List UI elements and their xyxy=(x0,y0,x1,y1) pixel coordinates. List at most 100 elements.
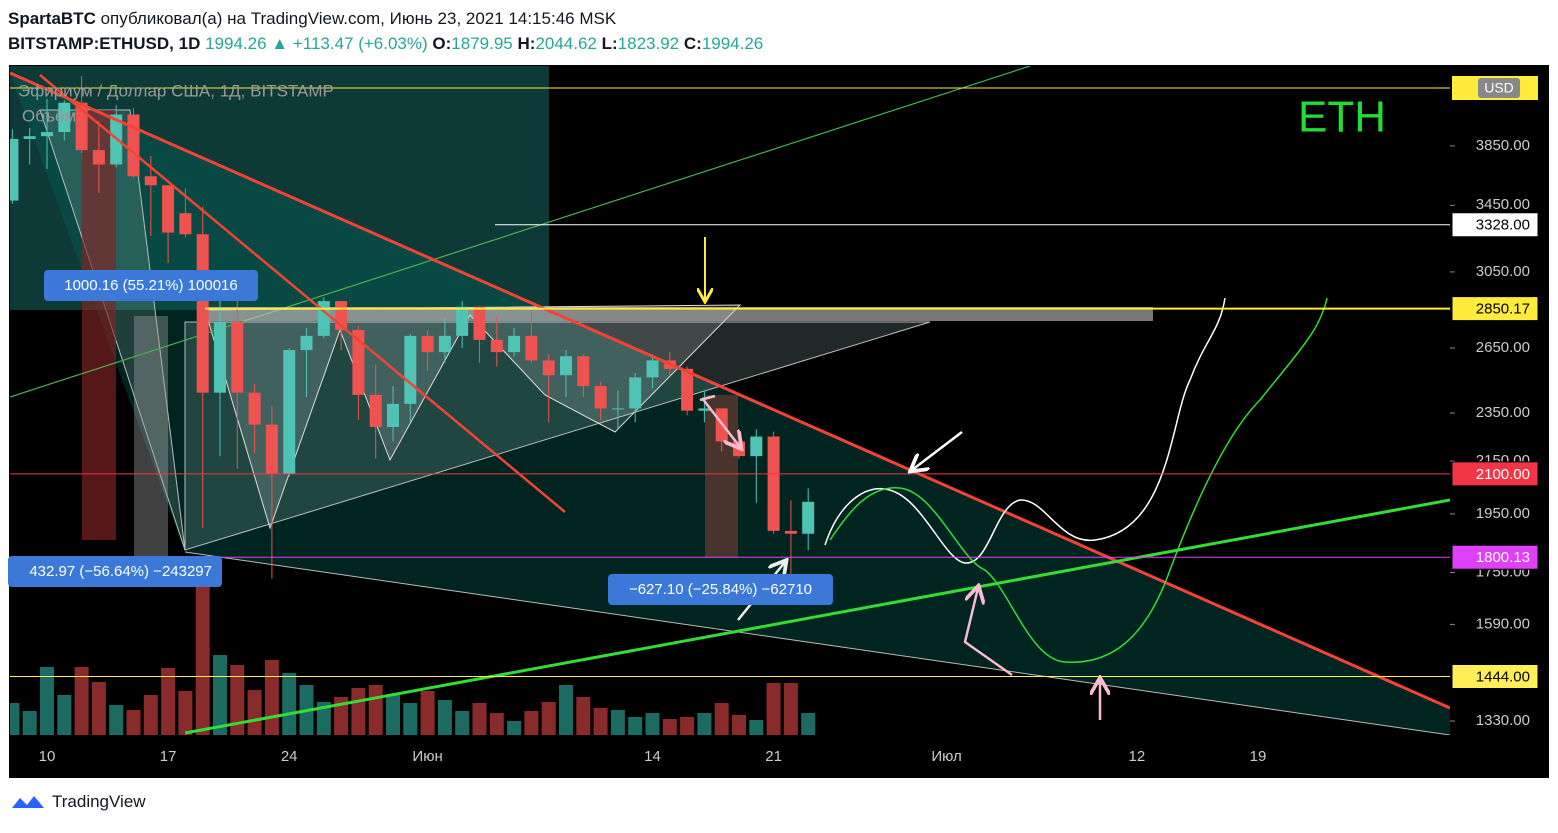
candle-body xyxy=(490,339,503,353)
price-label: 3328.00 xyxy=(1476,217,1530,234)
volume-bar xyxy=(437,700,452,735)
candle-body xyxy=(387,403,399,428)
candle-body xyxy=(144,176,157,186)
candle-body xyxy=(629,377,642,409)
price-label: 2850.17 xyxy=(1476,301,1530,318)
logo xyxy=(12,796,44,808)
volume-bar xyxy=(576,697,591,735)
volume-bar xyxy=(195,570,210,735)
volume-bar xyxy=(559,685,573,735)
volume-bar xyxy=(351,688,366,735)
legend-title: Эфириум / Доллар США, 1Д, BITSTAMP xyxy=(18,81,334,100)
price-label: 2100.00 xyxy=(1476,466,1530,483)
volume-bar xyxy=(662,719,677,735)
candle-body xyxy=(58,102,71,133)
candle-body xyxy=(41,132,53,137)
volume-bar xyxy=(178,691,193,735)
published: опубликовал(а) на TradingView.com, Июнь … xyxy=(100,9,617,28)
volume-bar xyxy=(230,665,245,735)
candle-body xyxy=(162,185,175,233)
y-tick-label: 2650.00 xyxy=(1476,339,1530,356)
y-tick-label: 3050.00 xyxy=(1476,263,1530,280)
volume-bar xyxy=(455,711,470,735)
volume-bar xyxy=(420,691,435,735)
volume-bar xyxy=(645,713,660,735)
volume-bar xyxy=(161,668,176,735)
candle-body xyxy=(300,335,313,351)
candle-body xyxy=(214,322,226,393)
candle-body xyxy=(438,335,451,353)
l: 1823.92 xyxy=(617,34,680,53)
symbol: BITSTAMP:ETHUSD, 1D xyxy=(8,34,201,53)
candle-body xyxy=(698,408,711,411)
x-tick-label: Июл xyxy=(931,748,961,765)
volume-bar xyxy=(732,715,746,735)
volume-bar xyxy=(628,717,643,735)
candle-body xyxy=(196,234,209,393)
volume-bar xyxy=(22,711,37,735)
candle-body xyxy=(767,436,780,531)
change: ▲ +113.47 (+6.03%) xyxy=(271,34,428,53)
y-tick-label: 3850.00 xyxy=(1476,137,1530,154)
volume-bar xyxy=(680,717,695,735)
volume-bar xyxy=(489,713,504,735)
eth-annotation: ETH xyxy=(1298,93,1386,142)
candle-body xyxy=(525,335,538,361)
measure-label: −627.10 (−25.84%) −62710 xyxy=(629,581,812,598)
volume-bar xyxy=(593,708,608,735)
candle-body xyxy=(733,441,745,457)
candle-body xyxy=(750,436,763,457)
candle-body xyxy=(784,530,797,534)
candle-body xyxy=(248,392,261,425)
l-label: L: xyxy=(601,34,618,53)
candle-body xyxy=(92,150,105,165)
h-label: H: xyxy=(517,34,536,53)
volume-bar xyxy=(472,703,487,735)
footer: TradingView xyxy=(10,792,146,812)
price-label-box xyxy=(1451,296,1539,322)
price-label-box xyxy=(1451,461,1539,487)
candle-body xyxy=(421,335,434,353)
measure-box xyxy=(44,270,258,301)
volume-bar xyxy=(316,702,331,735)
volume-bar xyxy=(109,705,124,735)
o-label: O: xyxy=(432,34,452,53)
candle-body xyxy=(473,306,486,340)
volume-bar xyxy=(403,703,418,735)
currency: USD xyxy=(1484,80,1514,96)
measure-label: 1000.16 (55.21%) 100016 xyxy=(64,277,237,294)
candle-body xyxy=(594,386,607,409)
candle-body xyxy=(283,350,296,474)
o: 1879.95 xyxy=(451,34,513,53)
volume-bar xyxy=(368,685,383,735)
volume-bar xyxy=(749,720,764,735)
candle-body xyxy=(404,335,417,404)
candle-body xyxy=(127,114,140,177)
candle-body xyxy=(560,356,572,376)
author: SpartaBTC xyxy=(8,9,96,28)
volume-bar xyxy=(143,695,158,735)
x-tick-label: 21 xyxy=(765,748,782,765)
candle-body xyxy=(75,102,88,151)
c: 1994.26 xyxy=(701,34,764,53)
y-tick-label: 1950.00 xyxy=(1476,505,1530,522)
y-tick-label: 1330.00 xyxy=(1476,712,1530,729)
volume-bar xyxy=(334,697,349,735)
measure-box xyxy=(608,574,833,605)
volume-bar xyxy=(386,695,400,735)
x-tick-label: 24 xyxy=(281,748,298,765)
candle-body xyxy=(23,136,36,139)
volume-bar xyxy=(507,721,522,735)
candle-body xyxy=(542,360,555,376)
volume-bar xyxy=(247,690,262,735)
volume-bar xyxy=(57,695,72,735)
volume-bar xyxy=(126,710,141,735)
header: SpartaBTC опубликовал(а) на TradingView.… xyxy=(8,6,763,56)
candle-body xyxy=(10,138,19,201)
candle-body xyxy=(508,335,521,353)
h: 2044.62 xyxy=(535,34,597,53)
chart-background xyxy=(9,65,1549,778)
last: 1994.26 xyxy=(205,34,267,53)
